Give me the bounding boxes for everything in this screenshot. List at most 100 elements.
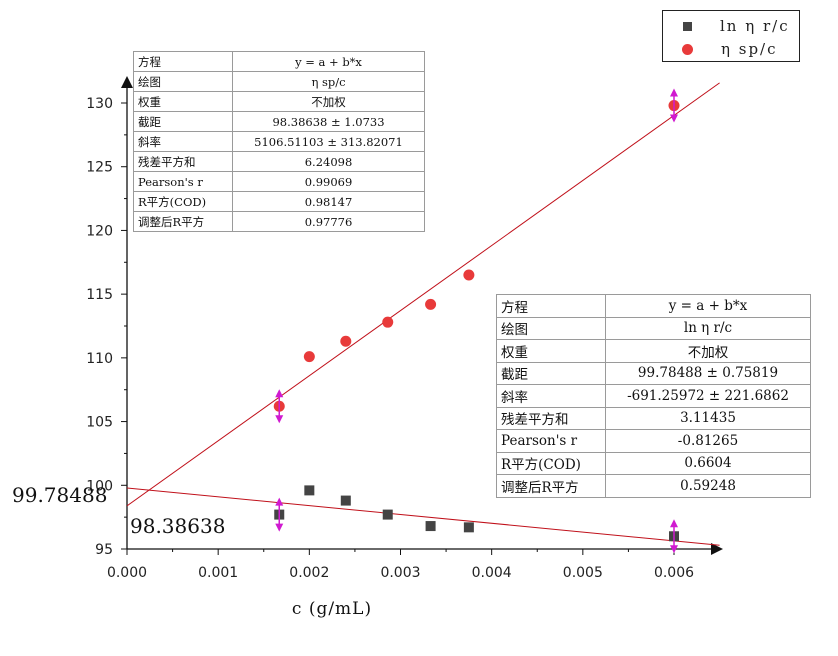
- fit-line-eta-sp: [126, 82, 720, 507]
- handle-arrow-down-icon: [670, 545, 678, 554]
- y-axis-arrow-icon: [121, 76, 133, 88]
- handle-arrow-up-icon: [670, 88, 678, 97]
- stats-table-ln-eta-r: 方程 y = a + b*x 绘图 ln η r/c 权重 不加权 截距 99.7848…: [496, 294, 811, 498]
- legend: ln η r/c η sp/c: [662, 10, 800, 62]
- data-point-square: [340, 495, 351, 506]
- y-tick-label: 120: [86, 223, 113, 239]
- square-marker-icon: [683, 21, 692, 31]
- stat-key: R平方(COD): [496, 451, 606, 475]
- data-point-circle: [425, 298, 437, 310]
- x-axis-title: c (g/mL): [292, 599, 372, 619]
- stat-key: 方程: [496, 294, 606, 318]
- x-tick-label: 0.006: [654, 565, 694, 581]
- handle-arrow-up-icon: [670, 519, 678, 528]
- data-point-circle: [463, 269, 475, 281]
- table-row: Pearson's r 0.99069: [133, 171, 425, 192]
- stat-value: 5106.51103 ± 313.82071: [232, 131, 425, 152]
- legend-label: ln η r/c: [720, 17, 790, 35]
- stat-key: 斜率: [496, 384, 606, 408]
- y-tick-label: 105: [86, 415, 113, 431]
- table-row: 绘图 ln η r/c: [496, 316, 811, 340]
- stat-value: y = a + b*x: [232, 51, 425, 72]
- data-point-square: [382, 509, 393, 520]
- data-point-circle: [303, 351, 315, 363]
- x-tick-label: 0.001: [198, 565, 238, 581]
- x-tick-label: 0.002: [289, 565, 329, 581]
- y-tick-label: 130: [86, 96, 113, 112]
- table-row: 残差平方和 6.24098: [133, 151, 425, 172]
- stat-key: 权重: [496, 339, 606, 363]
- x-tick-label: 0.000: [107, 565, 147, 581]
- table-row: 斜率 5106.51103 ± 313.82071: [133, 131, 425, 152]
- stat-value: 3.11435: [605, 406, 811, 430]
- stat-value: 0.99069: [232, 171, 425, 192]
- data-point-circle: [382, 316, 394, 328]
- stat-key: Pearson's r: [133, 171, 233, 192]
- table-row: 斜率 -691.25972 ± 221.6862: [496, 384, 811, 408]
- data-point-square: [463, 522, 474, 533]
- handle-arrow-up-icon: [275, 389, 284, 398]
- stat-value: 98.38638 ± 1.0733: [232, 111, 425, 132]
- stat-key: 截距: [133, 111, 233, 132]
- stat-value: -691.25972 ± 221.6862: [605, 384, 811, 408]
- data-point-square: [425, 521, 436, 532]
- table-row: 调整后R平方 0.97776: [133, 211, 425, 232]
- x-tick-label: 0.004: [472, 565, 512, 581]
- stat-value: 0.59248: [605, 474, 811, 498]
- handle-arrow-up-icon: [275, 497, 284, 506]
- x-axis-arrow-icon: [711, 543, 723, 555]
- stat-value: 99.78488 ± 0.75819: [605, 361, 811, 385]
- table-row: 权重 不加权: [496, 339, 811, 363]
- legend-item-ln-eta-r: ln η r/c: [663, 15, 799, 37]
- stat-value: η sp/c: [232, 71, 425, 92]
- table-row: 方程 y = a + b*x: [133, 51, 425, 72]
- fit-line-ln-eta-r: [126, 487, 720, 546]
- stat-key: 绘图: [496, 316, 606, 340]
- stat-key: 绘图: [133, 71, 233, 92]
- stat-key: 截距: [496, 361, 606, 385]
- intercept-annotation-ln-eta-r: 99.78488: [12, 483, 107, 507]
- y-tick-label: 115: [86, 287, 113, 303]
- table-row: 绘图 η sp/c: [133, 71, 425, 92]
- stat-key: 残差平方和: [133, 151, 233, 172]
- y-tick-label: 110: [86, 351, 113, 367]
- stat-key: R平方(COD): [133, 191, 233, 212]
- handle-arrow-down-icon: [275, 523, 284, 532]
- stat-value: 0.97776: [232, 211, 425, 232]
- stat-value: 0.98147: [232, 191, 425, 212]
- stat-key: 权重: [133, 91, 233, 112]
- circle-marker-icon: [682, 43, 693, 55]
- stat-value: 6.24098: [232, 151, 425, 172]
- stat-key: 斜率: [133, 131, 233, 152]
- table-row: 截距 99.78488 ± 0.75819: [496, 361, 811, 385]
- x-tick-label: 0.003: [380, 565, 420, 581]
- handle-arrow-down-icon: [670, 114, 678, 123]
- stat-value: 不加权: [232, 91, 425, 112]
- y-tick-label: 125: [86, 160, 113, 176]
- stat-value: 0.6604: [605, 451, 811, 475]
- stat-value: ln η r/c: [605, 316, 811, 340]
- stat-value: 不加权: [605, 339, 811, 363]
- intercept-annotation-eta-sp: 98.38638: [130, 514, 225, 538]
- handle-arrow-down-icon: [275, 415, 284, 424]
- stat-value: y = a + b*x: [605, 294, 811, 318]
- stat-key: Pearson's r: [496, 429, 606, 453]
- y-tick-label: 100: [86, 478, 113, 494]
- stat-key: 调整后R平方: [133, 211, 233, 232]
- table-row: 截距 98.38638 ± 1.0733: [133, 111, 425, 132]
- table-row: R平方(COD) 0.98147: [133, 191, 425, 212]
- table-row: 残差平方和 3.11435: [496, 406, 811, 430]
- stat-key: 残差平方和: [496, 406, 606, 430]
- legend-item-eta-sp: η sp/c: [663, 38, 799, 60]
- data-point-circle: [340, 335, 352, 347]
- table-row: 权重 不加权: [133, 91, 425, 112]
- table-row: 方程 y = a + b*x: [496, 294, 811, 318]
- x-tick-label: 0.005: [563, 565, 603, 581]
- table-row: 调整后R平方 0.59248: [496, 474, 811, 498]
- legend-label: η sp/c: [721, 40, 778, 58]
- stats-table-eta-sp: 方程 y = a + b*x 绘图 η sp/c 权重 不加权 截距 98.38638 …: [133, 51, 425, 232]
- stat-key: 方程: [133, 51, 233, 72]
- stat-value: -0.81265: [605, 429, 811, 453]
- y-tick-label: 95: [95, 542, 113, 558]
- data-point-square: [304, 485, 315, 496]
